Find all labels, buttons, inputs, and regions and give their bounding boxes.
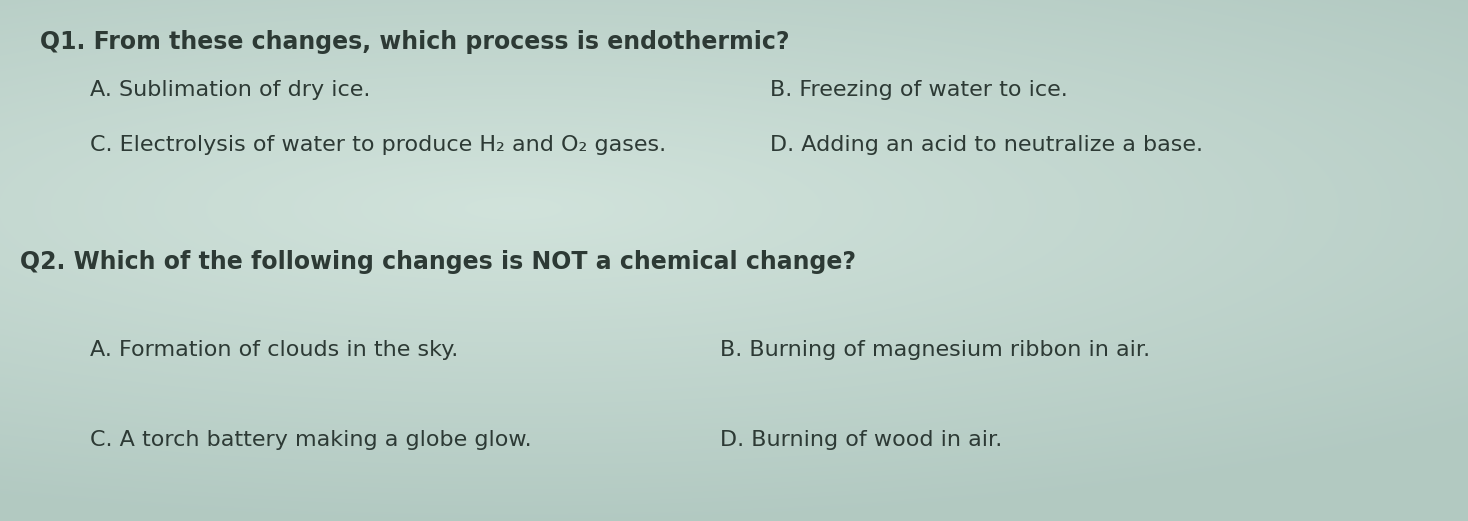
Text: A. Formation of clouds in the sky.: A. Formation of clouds in the sky. <box>90 340 458 360</box>
Text: A. Sublimation of dry ice.: A. Sublimation of dry ice. <box>90 80 370 100</box>
Text: D. Burning of wood in air.: D. Burning of wood in air. <box>719 430 1003 450</box>
Text: B. Burning of magnesium ribbon in air.: B. Burning of magnesium ribbon in air. <box>719 340 1149 360</box>
Text: B. Freezing of water to ice.: B. Freezing of water to ice. <box>771 80 1067 100</box>
Text: C. A torch battery making a globe glow.: C. A torch battery making a globe glow. <box>90 430 531 450</box>
Text: Q1. From these changes, which process is endothermic?: Q1. From these changes, which process is… <box>40 30 790 54</box>
Text: D. Adding an acid to neutralize a base.: D. Adding an acid to neutralize a base. <box>771 135 1202 155</box>
Text: Q2. Which of the following changes is NOT a chemical change?: Q2. Which of the following changes is NO… <box>21 250 856 274</box>
Text: C. Electrolysis of water to produce H₂ and O₂ gases.: C. Electrolysis of water to produce H₂ a… <box>90 135 666 155</box>
